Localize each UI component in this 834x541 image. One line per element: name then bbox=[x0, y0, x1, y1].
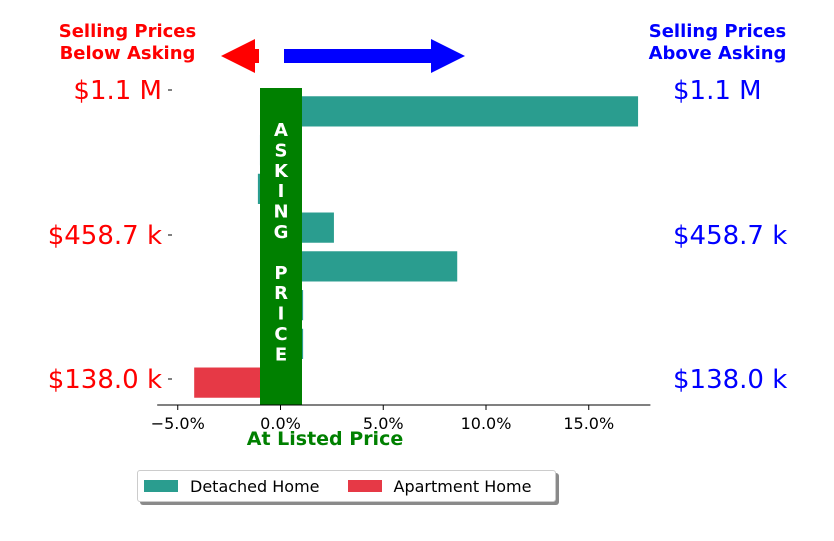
x-tick-label: 15.0% bbox=[563, 414, 614, 433]
asking-price-band bbox=[260, 88, 302, 405]
header-below-line2: Below Asking bbox=[59, 43, 196, 64]
legend-item-apartment: Apartment Home bbox=[347, 476, 532, 496]
header-below-asking: Selling Prices Below Asking bbox=[40, 21, 215, 65]
asking-band-letter: K bbox=[274, 161, 289, 182]
x-tick-label: −5.0% bbox=[151, 414, 205, 433]
asking-band-letter: C bbox=[274, 324, 287, 345]
asking-band-letter: P bbox=[274, 263, 287, 284]
asking-band-letter: R bbox=[274, 283, 288, 304]
y-tick-label-left: $138.0 k bbox=[48, 365, 162, 395]
y-tick-label-right: $458.7 k bbox=[673, 221, 787, 251]
header-above-asking: Selling Prices Above Asking bbox=[630, 21, 805, 65]
header-above-line1: Selling Prices bbox=[648, 21, 787, 42]
y-tick-label-right: $138.0 k bbox=[673, 365, 787, 395]
arrow-left-icon bbox=[221, 39, 259, 73]
asking-band-letter: E bbox=[275, 344, 287, 365]
legend-swatch-detached bbox=[144, 480, 178, 492]
asking-band-letter: A bbox=[274, 120, 288, 141]
y-tick-label-left: $1.1 M bbox=[73, 76, 162, 106]
x-axis-label: At Listed Price bbox=[247, 428, 403, 450]
asking-band-letter: I bbox=[278, 181, 285, 202]
header-above-line2: Above Asking bbox=[648, 43, 787, 64]
legend-swatch-apartment bbox=[347, 480, 382, 492]
x-tick-label: 5.0% bbox=[363, 414, 404, 433]
legend-item-detached: Detached Home bbox=[144, 477, 320, 496]
arrow-right-icon bbox=[284, 39, 465, 73]
legend-label-apartment: Apartment Home bbox=[393, 476, 532, 496]
y-tick-label-right: $1.1 M bbox=[673, 76, 762, 106]
header-below-line1: Selling Prices bbox=[58, 21, 197, 42]
bar-detached-0 bbox=[280, 96, 639, 127]
asking-band-letter: N bbox=[273, 202, 288, 223]
legend: Detached Home Apartment Home bbox=[137, 470, 556, 502]
x-tick-label: 10.0% bbox=[461, 414, 512, 433]
bar-detached-4 bbox=[280, 251, 458, 282]
x-tick-label: 0.0% bbox=[260, 414, 301, 433]
asking-band-letter: G bbox=[274, 222, 289, 243]
asking-band-letter: S bbox=[275, 140, 288, 161]
y-tick-label-left: $458.7 k bbox=[48, 221, 162, 251]
legend-label-detached: Detached Home bbox=[190, 476, 320, 496]
asking-band-letter: I bbox=[278, 304, 285, 325]
